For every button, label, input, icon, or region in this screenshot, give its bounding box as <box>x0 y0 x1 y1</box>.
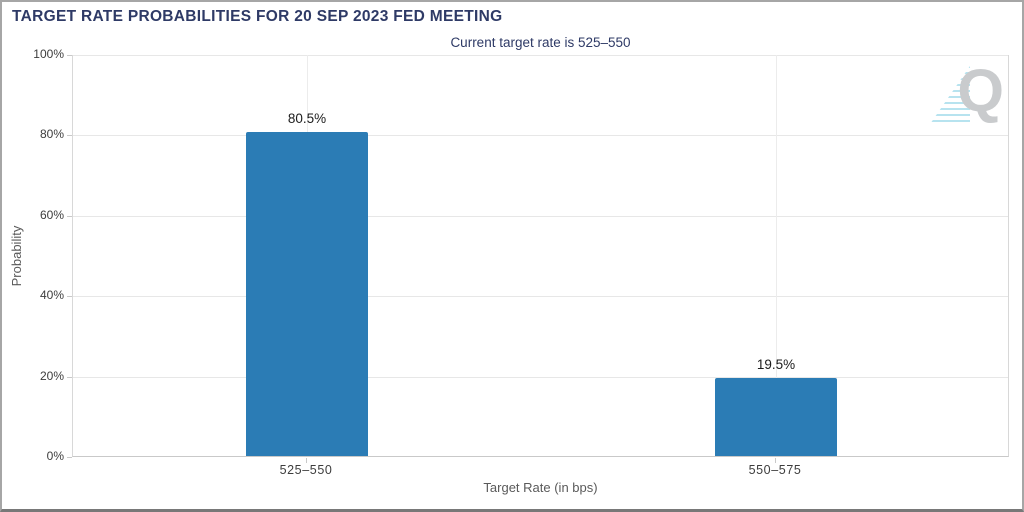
y-gridline <box>73 296 1008 297</box>
y-gridline <box>73 377 1008 378</box>
y-tick-mark <box>67 296 72 297</box>
y-gridline <box>73 55 1008 56</box>
y-tick-label: 40% <box>39 288 64 302</box>
y-tick-label: 20% <box>39 369 64 383</box>
y-gridline <box>73 216 1008 217</box>
bar-value-label: 19.5% <box>756 357 796 372</box>
y-tick-label: 0% <box>46 449 64 463</box>
y-gridline <box>73 135 1008 136</box>
y-tick-mark <box>67 216 72 217</box>
y-tick-mark <box>67 457 72 458</box>
bar-550–575 <box>715 378 837 456</box>
x-tick-label: 550–575 <box>748 463 802 477</box>
plot-area: 80.5% 19.5% <box>72 55 1009 457</box>
y-tick-mark <box>67 135 72 136</box>
x-axis-title: Target Rate (in bps) <box>483 480 598 495</box>
chart-title: TARGET RATE PROBABILITIES FOR 20 SEP 202… <box>12 8 503 25</box>
y-tick-label: 100% <box>33 47 64 61</box>
bar-value-label: 80.5% <box>287 111 327 126</box>
chart-subtitle: Current target rate is 525–550 <box>450 35 631 50</box>
x-tick-mark <box>775 458 776 463</box>
y-axis-title: Probability <box>9 225 24 287</box>
y-tick-mark <box>67 55 72 56</box>
y-tick-label: 60% <box>39 208 64 222</box>
x-tick-mark <box>306 458 307 463</box>
y-tick-label: 80% <box>39 127 64 141</box>
x-gridline <box>776 55 777 456</box>
x-tick-label: 525–550 <box>279 463 333 477</box>
y-tick-mark <box>67 377 72 378</box>
bar-525–550 <box>246 132 368 456</box>
